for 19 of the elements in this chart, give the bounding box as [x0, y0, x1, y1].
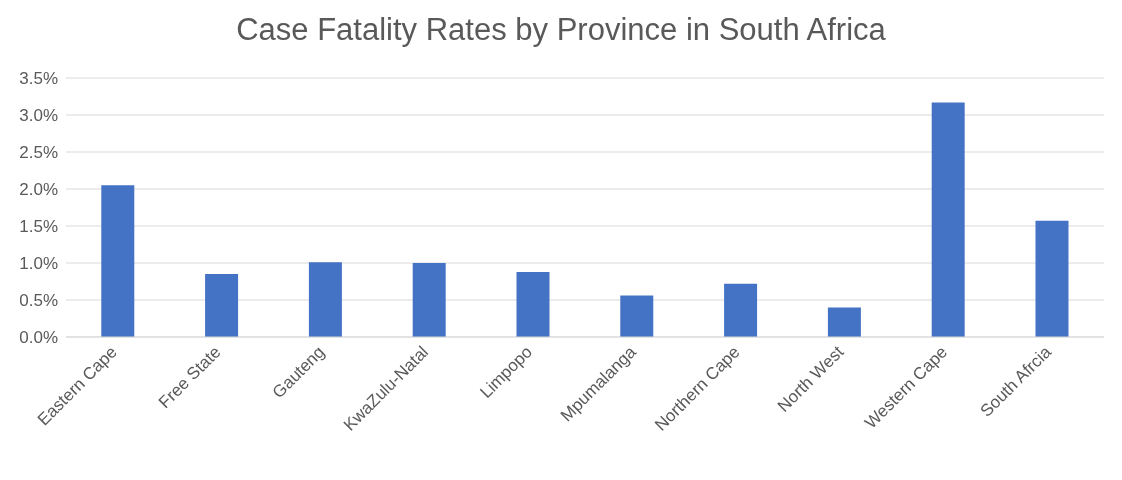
bar: [1035, 220, 1069, 337]
bar: [412, 263, 446, 337]
y-tick-label: 1.5%: [19, 217, 58, 237]
bar: [516, 271, 550, 337]
y-tick-label: 2.5%: [19, 143, 58, 163]
bar: [205, 274, 239, 337]
y-tick-label: 0.5%: [19, 291, 58, 311]
y-tick-label: 0.0%: [19, 328, 58, 348]
y-tick-label: 1.0%: [19, 254, 58, 274]
chart-title: Case Fatality Rates by Province in South Africa: [235, 11, 887, 49]
bar: [308, 262, 342, 337]
y-tick-label: 2.0%: [19, 180, 58, 200]
bar: [724, 283, 758, 337]
bar: [827, 307, 861, 337]
bar: [931, 102, 965, 337]
y-tick-label: 3.5%: [19, 69, 58, 89]
bar: [620, 295, 654, 337]
bar: [101, 185, 135, 337]
y-tick-label: 3.0%: [19, 106, 58, 126]
